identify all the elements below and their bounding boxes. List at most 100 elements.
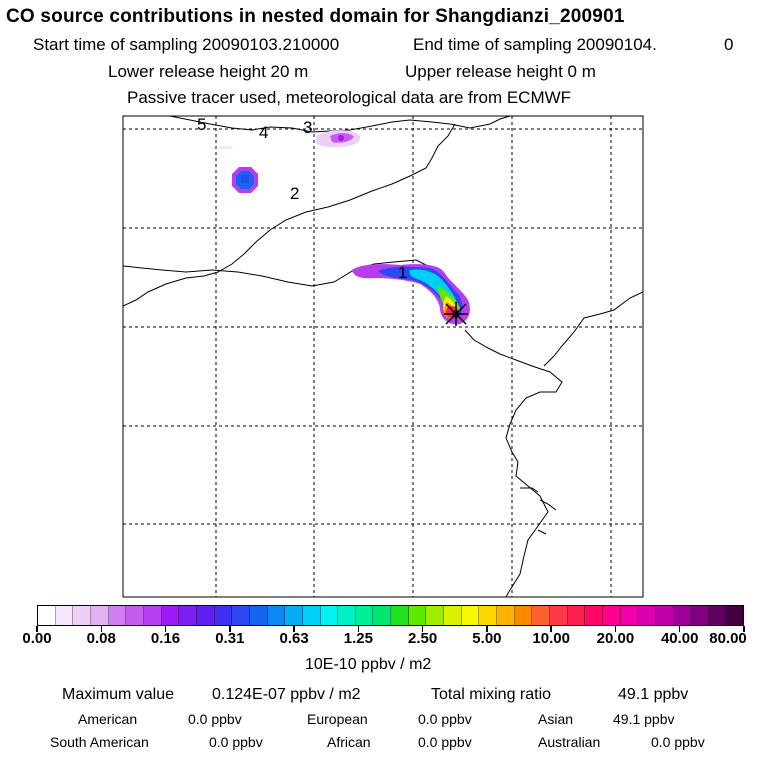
contrib-value: 0.0 ppbv (188, 711, 242, 727)
map-panel: 1 2 3 4 5 (122, 115, 644, 598)
colorbar-tick (486, 626, 488, 632)
colorbar-segment (285, 606, 303, 625)
colorbar-tick-label: 20.00 (596, 630, 635, 647)
colorbar-tick-label: 5.00 (472, 630, 502, 647)
max-value: 0.124E-07 ppbv / m2 (212, 686, 361, 703)
colorbar-segment (514, 606, 533, 625)
colorbar-segment (179, 606, 197, 625)
plot-title: CO source contributions in nested domain… (6, 6, 625, 27)
colorbar-tick (614, 626, 617, 632)
contrib-name: European (307, 711, 368, 727)
colorbar-segment (373, 606, 392, 625)
colorbar-tick (100, 626, 103, 632)
colorbar-segment (108, 606, 127, 625)
total-mixing-label: Total mixing ratio (431, 686, 552, 703)
end-time-label: End time of sampling 20090104. (413, 35, 657, 54)
lower-release-height: Lower release height 20 m (108, 62, 309, 81)
colorbar-segment (461, 606, 480, 625)
colorbar-segment (55, 606, 74, 625)
colorbar-tick (743, 626, 745, 632)
contrib-name: African (327, 734, 371, 750)
colorbar-tick-label: 40.00 (660, 630, 699, 647)
colorbar-segment (479, 606, 498, 625)
colorbar-segment (708, 606, 727, 625)
source-marker-2: 2 (290, 184, 299, 203)
colorbar-segment (426, 606, 445, 625)
colorbar-tick-label: 2.50 (408, 630, 438, 647)
contrib-value: 0.0 ppbv (418, 734, 472, 750)
upper-release-height: Upper release height 0 m (405, 62, 596, 81)
colorbar-segment (267, 606, 286, 625)
colorbar-tick-label: 0.63 (279, 630, 309, 647)
contrib-value: 49.1 ppbv (613, 711, 675, 727)
source-marker-4: 4 (259, 123, 268, 142)
plume-north (220, 130, 361, 193)
contrib-name: Australian (538, 734, 601, 750)
map-boundaries (123, 116, 643, 597)
contrib-value: 0.0 ppbv (418, 711, 472, 727)
colorbar-tick (421, 626, 424, 632)
colorbar-segment (38, 606, 56, 625)
receptor-marker (444, 302, 468, 326)
contrib-name: Asian (538, 711, 574, 727)
colorbar-segment (655, 606, 674, 625)
source-marker-1: 1 (398, 263, 407, 282)
colorbar-tick (357, 626, 360, 632)
tracer-note: Passive tracer used, meteorological data… (127, 88, 572, 107)
colorbar-tick (164, 626, 167, 632)
colorbar-segment (620, 606, 639, 625)
colorbar-segment (338, 606, 356, 625)
colorbar-segment (603, 606, 621, 625)
colorbar (37, 605, 744, 626)
colorbar-tick-label: 10.00 (532, 630, 570, 647)
total-mixing-value: 49.1 ppbv (618, 686, 689, 703)
colorbar-segment (90, 606, 109, 625)
colorbar-tick-label: 0.08 (86, 630, 116, 647)
map-gridlines (123, 116, 643, 597)
colorbar-tick-label: 0.16 (150, 630, 181, 647)
colorbar-segment (302, 606, 321, 625)
map-frame (123, 116, 643, 597)
colorbar-segment (691, 606, 709, 625)
colorbar-segment (673, 606, 692, 625)
colorbar-segment (161, 606, 180, 625)
colorbar-segment (73, 606, 91, 625)
colorbar-segment (249, 606, 268, 625)
colorbar-segment (585, 606, 603, 625)
colorbar-segment (355, 606, 374, 625)
colorbar-segment (143, 606, 162, 625)
colorbar-tick-label: 0.31 (215, 630, 245, 647)
colorbar-segment (444, 606, 462, 625)
colorbar-segment (214, 606, 233, 625)
end-time-suffix: 0 (724, 35, 734, 54)
colorbar-segment (408, 606, 427, 625)
colorbar-tick (678, 626, 681, 632)
colorbar-segment (550, 606, 568, 625)
map-border (122, 115, 644, 598)
colorbar-tick (36, 626, 38, 632)
colorbar-segment (497, 606, 515, 625)
contrib-name: South American (50, 734, 149, 750)
colorbar-segment (391, 606, 409, 625)
colorbar-segment (638, 606, 656, 625)
colorbar-tick (293, 626, 295, 632)
colorbar-tick (550, 626, 552, 632)
colorbar-segment (532, 606, 551, 625)
colorbar-segment (726, 606, 744, 625)
colorbar-segment (320, 606, 339, 625)
max-value-label: Maximum value (62, 686, 175, 703)
colorbar-tick (229, 626, 231, 632)
colorbar-tick-label: 1.25 (343, 630, 373, 647)
contrib-name: American (78, 711, 138, 727)
colorbar-segment (196, 606, 215, 625)
source-marker-3: 3 (303, 118, 312, 137)
colorbar-segment (232, 606, 250, 625)
colorbar-tick-label: 0.00 (22, 630, 52, 647)
source-marker-5: 5 (197, 115, 206, 134)
colorbar-segment (126, 606, 144, 625)
contrib-value: 0.0 ppbv (651, 734, 705, 750)
start-time-label: Start time of sampling 20090103.210000 (33, 35, 340, 54)
colorbar-units: 10E-10 ppbv / m2 (305, 656, 432, 673)
contrib-value: 0.0 ppbv (209, 734, 263, 750)
colorbar-tick-label: 80.00 (709, 630, 747, 647)
